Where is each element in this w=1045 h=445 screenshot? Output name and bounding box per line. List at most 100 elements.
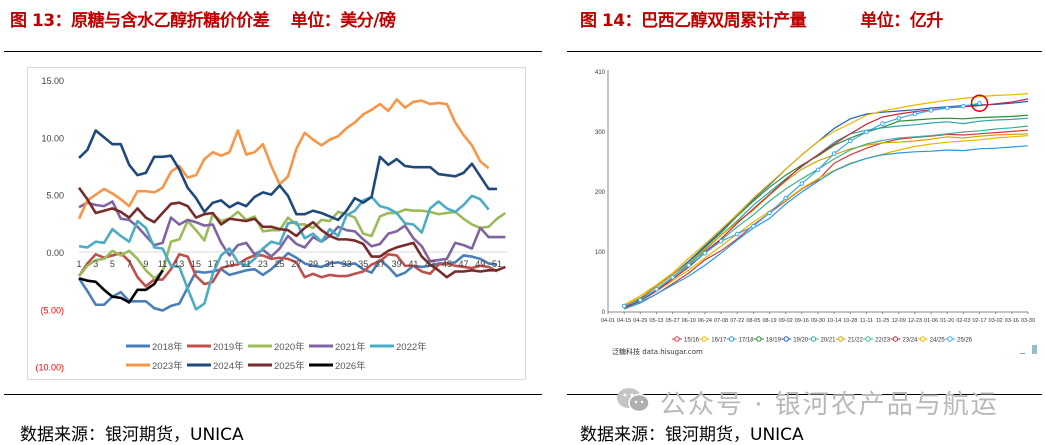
legend-label: 2019年: [213, 341, 244, 353]
x-tick-label: 04-29: [633, 318, 647, 324]
x-tick-label: 07-22: [730, 318, 744, 324]
x-tick-label: 35: [358, 259, 368, 269]
series-line-2019年: [77, 251, 498, 288]
legend-label: 15/16: [684, 338, 700, 344]
series-line-2025年: [77, 187, 506, 279]
x-tick-label: 47: [459, 259, 469, 269]
y-tick-label: 100: [595, 250, 606, 256]
data-point: [799, 181, 805, 186]
y-tick-label: 5.00: [46, 191, 64, 201]
x-tick-label: 03-02: [989, 318, 1003, 324]
right-chart-credit: 泛糖科技 data.hisugar.com: [612, 348, 703, 356]
right-title-rule: [567, 51, 1042, 52]
left-figure-title: 图 13：原糖与含水乙醇折糖价价差 单位：美分/磅: [10, 11, 396, 31]
data-point: [928, 108, 934, 113]
y-tick-label: 10.00: [41, 133, 64, 143]
data-point: [751, 223, 756, 229]
x-tick-label: 06-24: [698, 318, 712, 324]
legend-label: 25/26: [957, 338, 973, 344]
legend-marker: [728, 336, 735, 342]
series-line-20/21: [623, 117, 1029, 309]
right-figure-title: 图 14：巴西乙醇双周累计产量 单位：亿升: [580, 11, 943, 31]
watermark: 公众号 · 银河农产品与航运: [660, 390, 999, 420]
x-tick-label: 09-16: [795, 318, 809, 324]
legend-marker: [865, 336, 871, 342]
series-line-2020年: [77, 208, 507, 280]
x-tick-label: 11-11: [860, 318, 873, 324]
x-tick-label: 12-23: [908, 318, 922, 324]
data-point: [767, 210, 772, 216]
x-tick-label: 10-28: [843, 318, 857, 324]
left-title-rule: [4, 51, 542, 52]
data-point: [831, 151, 837, 156]
series-line-22/23: [623, 125, 1029, 310]
x-tick-label: 03-16: [1005, 318, 1019, 324]
legend-label: 2018年: [152, 341, 183, 353]
x-tick-label: 27: [291, 259, 301, 269]
legend-marker: [920, 336, 926, 342]
y-tick-label: 410: [595, 70, 606, 76]
y-tick-label: 200: [595, 190, 606, 196]
legend-label: 20/21: [821, 338, 837, 344]
legend-label: 17/18: [739, 338, 755, 344]
x-tick-label: 03-30: [1021, 318, 1035, 324]
x-tick-label: 9: [143, 259, 148, 269]
y-tick-label: (10.00): [35, 363, 64, 373]
right-source: 数据来源：银河期货，UNICA: [580, 425, 804, 445]
x-tick-label: 11-25: [876, 318, 890, 324]
series-line-2024年: [78, 129, 497, 222]
y-tick-label: 0.00: [46, 248, 64, 258]
x-tick-label: 07-08: [714, 318, 728, 324]
series-line-17/18: [623, 145, 1029, 310]
data-point: [670, 274, 675, 280]
data-point: [864, 129, 869, 135]
series-line-2022年: [78, 194, 490, 311]
x-tick-label: 02-17: [972, 318, 986, 324]
x-tick-label: 23: [258, 259, 268, 269]
left-source: 数据来源：银河期货，UNICA: [20, 425, 244, 445]
left-bottom-rule: [4, 394, 542, 395]
data-point: [621, 303, 627, 309]
highlight-circle: [970, 94, 989, 112]
right-bottom-rule: [567, 394, 1042, 395]
data-point: [815, 167, 821, 173]
series-line-15/16: [623, 129, 1029, 310]
data-point: [702, 250, 708, 256]
legend-label: 2024年: [213, 360, 244, 372]
legend-label: 19/20: [793, 338, 809, 344]
x-tick-label: 01-20: [940, 318, 954, 324]
x-tick-label: 08-19: [762, 318, 776, 324]
data-point: [912, 111, 918, 117]
x-tick-label: 09-30: [811, 318, 825, 324]
x-tick-label: 01-06: [924, 318, 938, 324]
data-point: [718, 238, 724, 244]
legend-marker: [756, 336, 762, 342]
x-tick-label: 5: [110, 259, 115, 269]
series-line-2023年: [77, 98, 490, 220]
x-tick-label: 12-09: [892, 318, 906, 324]
x-tick-label: 45: [442, 259, 452, 269]
x-tick-label: 51: [492, 259, 502, 269]
x-tick-label: 31: [325, 259, 335, 269]
legend-label: 2022年: [396, 341, 427, 353]
legend-marker: [810, 336, 817, 342]
chart-tool-icon[interactable]: [1020, 344, 1025, 354]
series-line-19/20: [623, 100, 1029, 308]
series-line-2018年: [77, 251, 498, 312]
data-point: [961, 103, 966, 109]
y-tick-label: (5.00): [40, 305, 64, 315]
x-tick-label: 04-15: [617, 318, 631, 324]
y-tick-label: 300: [595, 130, 606, 136]
data-point: [654, 286, 659, 292]
bar-chart-icon[interactable]: [1032, 345, 1037, 354]
legend-marker: [947, 336, 953, 342]
x-tick-label: 43: [425, 259, 435, 269]
data-point: [734, 231, 740, 237]
y-tick-label: 15.00: [41, 76, 64, 86]
x-tick-label: 21: [241, 259, 251, 269]
x-tick-label: 15: [191, 259, 201, 269]
x-tick-label: 1: [76, 259, 81, 269]
x-tick-label: 33: [342, 259, 352, 269]
legend-label: 2020年: [274, 341, 305, 353]
